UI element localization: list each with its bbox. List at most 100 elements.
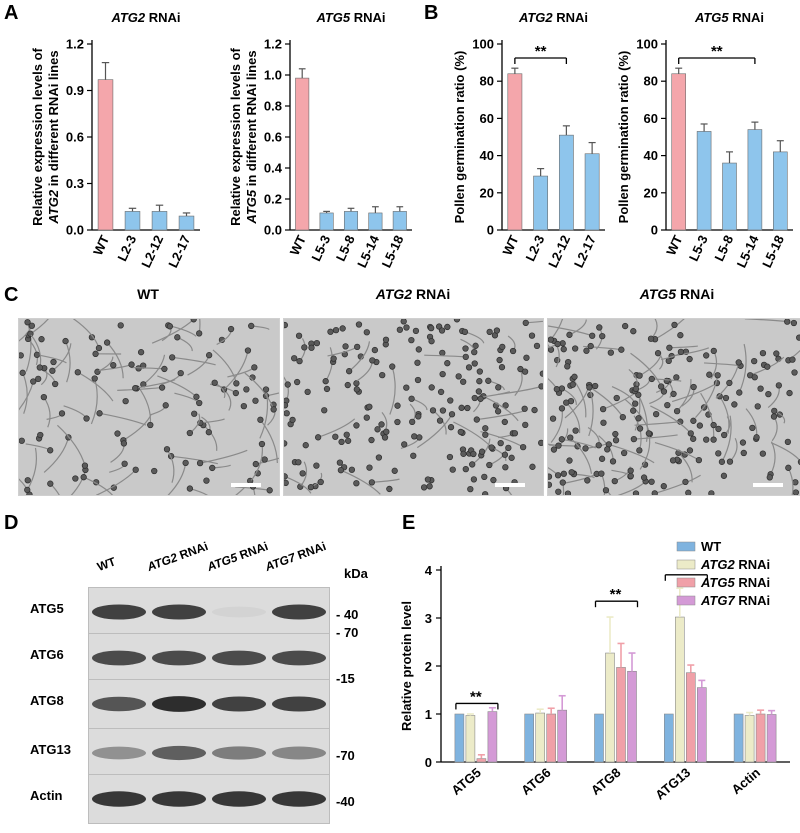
bar bbox=[178, 215, 195, 231]
pollen-grain bbox=[307, 484, 315, 491]
pollen-grain bbox=[509, 347, 517, 355]
pollen-grain bbox=[586, 384, 593, 391]
pollen-tube bbox=[669, 345, 698, 349]
pollen-grain bbox=[792, 489, 800, 495]
pollen-grain bbox=[564, 363, 571, 370]
pollen-grain bbox=[559, 479, 566, 486]
pollen-grain bbox=[453, 319, 461, 323]
pollen-grain bbox=[72, 475, 79, 482]
pollen-grain bbox=[323, 385, 331, 393]
pollen-grain bbox=[420, 484, 428, 491]
pollen-grain bbox=[233, 380, 240, 387]
pollen-grain bbox=[289, 416, 296, 424]
pollen-tube bbox=[199, 449, 248, 464]
pollen-grain bbox=[759, 450, 767, 457]
y-tick-label: 0 bbox=[425, 755, 432, 770]
blot-band bbox=[152, 745, 206, 761]
pollen-grain bbox=[83, 415, 90, 422]
pollen-grain bbox=[558, 436, 565, 443]
y-tick-label: 0.9 bbox=[66, 83, 84, 98]
pollen-grain bbox=[166, 323, 174, 330]
pollen-tube bbox=[744, 319, 788, 323]
pollen-tube bbox=[72, 319, 100, 349]
pollen-grain bbox=[366, 403, 373, 410]
pollen-grain bbox=[92, 350, 99, 357]
pollen-grain bbox=[403, 384, 410, 391]
pollen-grain bbox=[548, 473, 553, 480]
pollen-tube bbox=[608, 443, 655, 464]
lane-label-atg2-rnai: ATG2 RNAi bbox=[145, 539, 210, 574]
pollen-tube bbox=[22, 372, 28, 414]
pollen-grain bbox=[344, 437, 352, 444]
pollen-grain bbox=[677, 332, 684, 339]
pollen-tube bbox=[550, 319, 564, 341]
pollen-tube bbox=[356, 360, 373, 382]
pollen-grain bbox=[80, 474, 87, 481]
pollen-grain bbox=[151, 467, 158, 475]
pollen-grain bbox=[757, 385, 764, 392]
pollen-grain bbox=[394, 418, 401, 426]
bar bbox=[605, 652, 615, 763]
pollen-tube bbox=[617, 480, 647, 495]
pollen-tube bbox=[142, 354, 166, 385]
pollen-grain bbox=[120, 440, 128, 447]
pollen-tube bbox=[770, 441, 776, 475]
pollen-tube bbox=[224, 350, 249, 390]
pollen-grain bbox=[205, 352, 213, 359]
pollen-grain bbox=[607, 349, 614, 356]
bar bbox=[295, 77, 310, 231]
bar bbox=[97, 79, 114, 231]
pollen-tube bbox=[70, 469, 86, 495]
bar bbox=[368, 212, 383, 231]
pollen-grain bbox=[604, 446, 611, 453]
pollen-grain bbox=[660, 483, 667, 490]
pollen-grain bbox=[460, 378, 467, 385]
pollen-grain bbox=[240, 402, 247, 410]
pollen-grain bbox=[446, 453, 454, 461]
pollen-grain bbox=[553, 386, 560, 393]
bar bbox=[558, 134, 574, 231]
pollen-grain bbox=[444, 360, 451, 367]
pollen-grain bbox=[465, 364, 473, 371]
pollen-grain bbox=[673, 407, 681, 415]
pollen-tube bbox=[25, 443, 51, 451]
blot-band bbox=[272, 696, 326, 712]
pollen-grain bbox=[391, 467, 398, 474]
micrograph-atg5-rnai bbox=[547, 318, 800, 496]
y-tick-label: 0 bbox=[651, 223, 658, 238]
bar bbox=[584, 153, 600, 231]
pollen-grain bbox=[648, 478, 655, 485]
pollen-grain bbox=[163, 446, 171, 453]
pollen-grain bbox=[266, 487, 273, 494]
pollen-grain bbox=[618, 346, 625, 353]
sig-label: ** bbox=[711, 43, 723, 60]
pollen-grain bbox=[161, 365, 168, 373]
pollen-grain bbox=[587, 342, 594, 350]
pollen-grain bbox=[632, 400, 639, 407]
pollen-grain bbox=[560, 346, 567, 353]
pollen-grain bbox=[554, 472, 562, 479]
pollen-tube bbox=[166, 448, 175, 483]
pollen-grain bbox=[475, 388, 482, 395]
blot-strip bbox=[88, 728, 330, 778]
pollen-grain bbox=[444, 323, 451, 331]
bar bbox=[454, 713, 465, 763]
pollen-tube bbox=[49, 483, 60, 495]
pollen-tube bbox=[464, 331, 485, 344]
blot-band bbox=[212, 606, 266, 618]
pollen-tube bbox=[561, 438, 597, 449]
pollen-grain bbox=[408, 336, 415, 344]
x-tick-label: WT bbox=[90, 233, 112, 258]
x-tick-label: Actin bbox=[728, 765, 763, 797]
y-tick-label: 1 bbox=[425, 707, 432, 722]
x-tick-label: L2-17 bbox=[571, 233, 599, 270]
pollen-grain bbox=[559, 340, 566, 347]
y-tick-label: 60 bbox=[644, 111, 658, 126]
pollen-grain bbox=[345, 368, 353, 375]
pollen-grain bbox=[457, 428, 464, 436]
pollen-grain bbox=[554, 340, 561, 348]
pollen-grain bbox=[645, 430, 653, 437]
bar bbox=[487, 711, 498, 763]
pollen-grain bbox=[690, 435, 697, 442]
pollen-grain bbox=[722, 394, 730, 402]
